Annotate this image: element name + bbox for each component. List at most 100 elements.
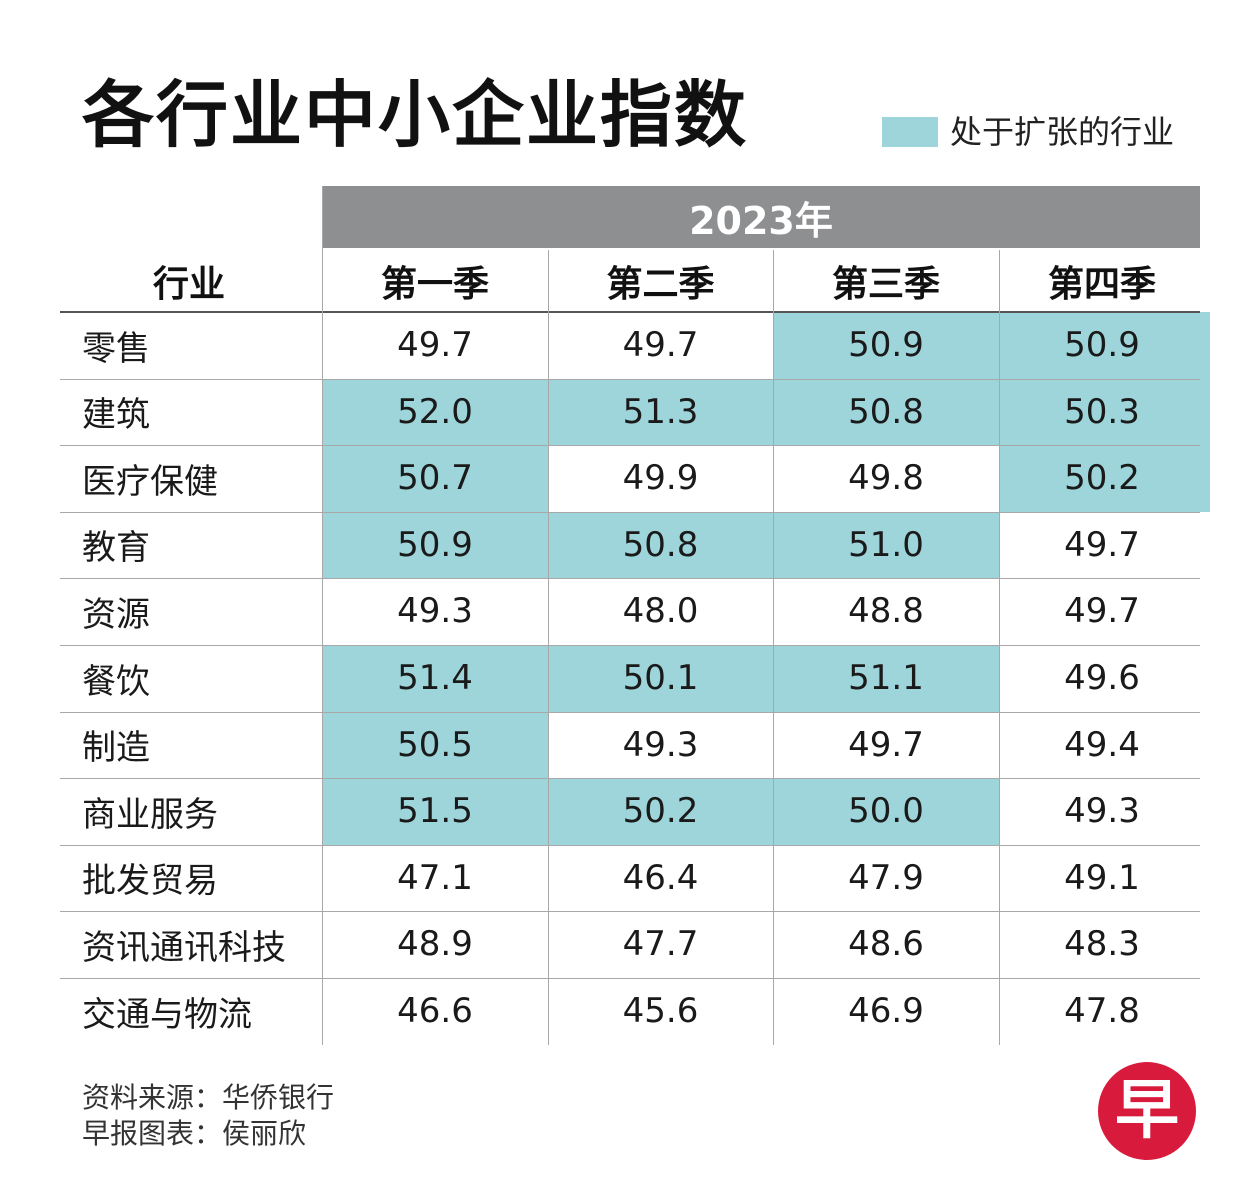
- row-divider: [60, 844, 1200, 846]
- legend-label: 处于扩张的行业: [950, 113, 1175, 151]
- index-value: 45.6: [622, 991, 699, 1031]
- index-value: 48.0: [622, 591, 699, 632]
- column-header: 第四季: [1047, 264, 1156, 305]
- index-value: 48.3: [1064, 924, 1140, 965]
- expanding-cell: [773, 645, 999, 712]
- index-value: 51.1: [848, 658, 924, 698]
- industry-label: 商业服务: [82, 794, 218, 835]
- index-value: 50.9: [1064, 325, 1140, 365]
- index-value: 49.7: [622, 325, 699, 365]
- industry-label: 零售: [82, 328, 150, 369]
- index-value: 50.2: [622, 791, 699, 832]
- index-value: 50.1: [622, 658, 699, 698]
- index-value: 49.1: [1064, 857, 1140, 898]
- index-value: 48.6: [848, 924, 924, 965]
- index-value: 50.8: [622, 524, 699, 565]
- industry-label: 资讯通讯科技: [82, 927, 286, 968]
- column-header: 第一季: [380, 264, 489, 305]
- index-value: 49.3: [1064, 791, 1140, 832]
- row-divider: [60, 711, 1200, 713]
- source-line: 资料来源：华侨银行: [82, 1081, 335, 1114]
- index-value: 50.7: [397, 458, 473, 499]
- chart-title: 各行业中小企业指数: [82, 73, 749, 157]
- header-divider: [60, 311, 1200, 313]
- row-divider: [60, 578, 1200, 580]
- expanding-cell: [999, 378, 1210, 446]
- index-value: 48.9: [397, 924, 473, 965]
- industry-label: 餐饮: [82, 661, 150, 702]
- expanding-cell: [322, 645, 548, 712]
- credit-line: 早报图表：侯丽欣: [82, 1117, 307, 1150]
- index-value: 46.4: [622, 857, 699, 898]
- industry-label: 医疗保健: [82, 461, 218, 502]
- index-value: 51.3: [622, 391, 699, 432]
- index-value: 50.2: [1064, 458, 1140, 499]
- index-value: 49.7: [1064, 591, 1140, 632]
- row-divider: [60, 378, 1200, 380]
- index-value: 49.7: [1064, 524, 1140, 565]
- expanding-cell: [773, 312, 999, 379]
- index-value: 49.6: [1064, 658, 1140, 698]
- index-value: 49.7: [848, 724, 924, 765]
- index-value: 51.4: [397, 658, 473, 698]
- column-divider: [548, 250, 549, 1045]
- expanding-cell: [548, 378, 773, 446]
- index-value: 50.5: [397, 724, 473, 765]
- column-divider: [773, 250, 774, 1045]
- index-value: 46.9: [848, 991, 924, 1031]
- index-value: 52.0: [397, 391, 473, 432]
- row-divider: [60, 778, 1200, 780]
- index-value: 49.3: [622, 724, 699, 765]
- industry-label: 制造: [82, 728, 150, 769]
- index-value: 46.6: [397, 991, 473, 1031]
- column-divider: [322, 186, 323, 1045]
- index-value: 49.9: [622, 458, 699, 499]
- index-value: 50.8: [848, 391, 924, 432]
- industry-label: 教育: [82, 528, 150, 569]
- industry-label: 交通与物流: [82, 994, 252, 1035]
- expanding-cell: [548, 511, 773, 579]
- row-header-label: 行业: [152, 264, 225, 305]
- expanding-cell: [773, 378, 999, 446]
- industry-label: 建筑: [82, 395, 150, 436]
- index-value: 50.9: [397, 524, 473, 565]
- expanding-cell: [322, 711, 548, 779]
- expanding-cell: [322, 778, 548, 845]
- expanding-cell: [322, 511, 548, 579]
- source-note: 资料来源：华侨银行 早报图表：侯丽欣: [82, 1080, 334, 1152]
- index-value: 48.8: [848, 591, 924, 632]
- expanding-cell: [999, 445, 1210, 512]
- expanding-cell: [322, 378, 548, 446]
- index-value: 51.0: [848, 524, 924, 565]
- expanding-cell: [548, 645, 773, 712]
- index-value: 50.9: [848, 325, 924, 365]
- row-divider: [60, 511, 1200, 513]
- row-divider: [60, 911, 1200, 913]
- index-value: 47.1: [397, 857, 473, 898]
- index-value: 51.5: [397, 791, 473, 832]
- row-divider: [60, 645, 1200, 646]
- year-header: 2023年: [322, 186, 1200, 248]
- expanding-cell: [548, 778, 773, 845]
- expanding-cell: [773, 778, 999, 845]
- index-value: 49.4: [1064, 724, 1140, 765]
- row-divider: [60, 978, 1200, 979]
- column-divider: [999, 250, 1000, 1045]
- column-header: 第二季: [606, 264, 715, 305]
- industry-label: 资源: [82, 594, 150, 635]
- zaobao-logo-icon: 早: [1098, 1062, 1196, 1160]
- expanding-cell: [999, 312, 1210, 379]
- column-header: 第三季: [831, 264, 940, 305]
- legend: 处于扩张的行业: [882, 115, 1174, 149]
- index-value: 49.3: [397, 591, 473, 632]
- legend-swatch: [882, 117, 938, 147]
- index-value: 47.8: [1064, 991, 1140, 1031]
- index-value: 49.7: [397, 325, 473, 365]
- index-value: 47.9: [848, 857, 924, 898]
- row-divider: [60, 445, 1200, 447]
- index-value: 49.8: [848, 458, 924, 499]
- expanding-cell: [322, 445, 548, 512]
- index-value: 50.3: [1064, 391, 1140, 432]
- index-value: 50.0: [848, 791, 924, 832]
